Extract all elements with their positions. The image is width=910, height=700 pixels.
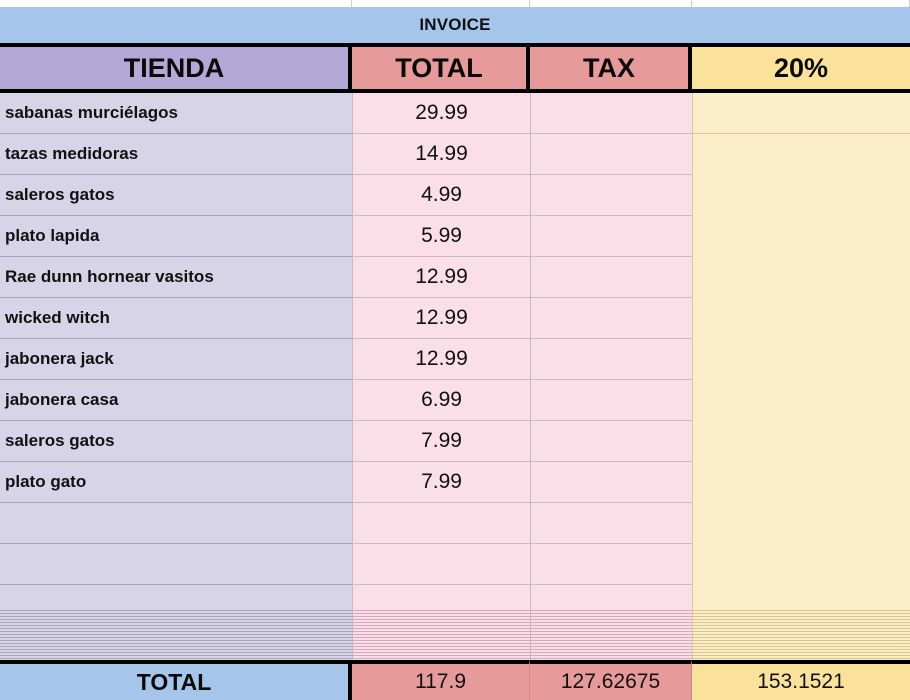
cell-pct[interactable] <box>692 298 910 339</box>
table-row[interactable]: jabonera casa 6.99 <box>0 380 910 421</box>
cell-tax[interactable] <box>530 462 692 503</box>
cell-pct[interactable] <box>692 257 910 298</box>
footer-tax-value[interactable]: 127.62675 <box>530 660 692 700</box>
cell-pct[interactable] <box>692 93 910 134</box>
collapsed-cell-tax <box>530 608 692 660</box>
cell-total[interactable]: 5.99 <box>352 216 530 257</box>
cell-tienda[interactable]: saleros gatos <box>0 175 352 216</box>
table-row[interactable]: wicked witch 12.99 <box>0 298 910 339</box>
cell-tienda[interactable]: tazas medidoras <box>0 134 352 175</box>
column-header-tienda[interactable]: TIENDA <box>0 43 352 93</box>
table-row[interactable]: saleros gatos 4.99 <box>0 175 910 216</box>
table-row[interactable]: plato lapida 5.99 <box>0 216 910 257</box>
cell-pct[interactable] <box>692 216 910 257</box>
cell-tax[interactable] <box>530 421 692 462</box>
partial-cell-tax <box>530 0 692 7</box>
cell-tax[interactable] <box>530 544 692 585</box>
cell-pct[interactable] <box>692 134 910 175</box>
table-body: sabanas murciélagos 29.99 tazas medidoras 1… <box>0 93 910 626</box>
cell-tax[interactable] <box>530 93 692 134</box>
cell-pct[interactable] <box>692 503 910 544</box>
cell-tax[interactable] <box>530 175 692 216</box>
cell-tienda[interactable] <box>0 503 352 544</box>
footer-total-row: TOTAL 117.9 127.62675 153.1521 <box>0 660 910 700</box>
cell-pct[interactable] <box>692 544 910 585</box>
column-header-total[interactable]: TOTAL <box>352 43 530 93</box>
footer-total-value[interactable]: 117.9 <box>352 660 530 700</box>
collapsed-cell-pct <box>692 608 910 660</box>
cell-tienda[interactable] <box>0 544 352 585</box>
partial-row-top <box>0 0 910 7</box>
cell-tax[interactable] <box>530 216 692 257</box>
cell-tax[interactable] <box>530 380 692 421</box>
collapsed-cell-name <box>0 608 352 660</box>
table-row[interactable]: saleros gatos 7.99 <box>0 421 910 462</box>
column-header-pct[interactable]: 20% <box>692 43 910 93</box>
cell-total[interactable]: 4.99 <box>352 175 530 216</box>
cell-total[interactable] <box>352 503 530 544</box>
cell-total[interactable]: 7.99 <box>352 421 530 462</box>
table-row[interactable]: jabonera jack 12.99 <box>0 339 910 380</box>
invoice-banner-row[interactable]: INVOICE <box>0 7 910 43</box>
header-row: TIENDA TOTAL TAX 20% <box>0 43 910 93</box>
cell-total[interactable]: 29.99 <box>352 93 530 134</box>
cell-total[interactable]: 14.99 <box>352 134 530 175</box>
cell-tax[interactable] <box>530 298 692 339</box>
cell-total[interactable] <box>352 544 530 585</box>
cell-total[interactable]: 12.99 <box>352 298 530 339</box>
cell-tienda[interactable]: jabonera casa <box>0 380 352 421</box>
cell-pct[interactable] <box>692 421 910 462</box>
cell-pct[interactable] <box>692 339 910 380</box>
cell-total[interactable]: 6.99 <box>352 380 530 421</box>
collapsed-cell-total <box>352 608 530 660</box>
partial-cell-name <box>0 0 352 7</box>
footer-label[interactable]: TOTAL <box>0 660 352 700</box>
table-row[interactable] <box>0 503 910 544</box>
cell-pct[interactable] <box>692 380 910 421</box>
invoice-title: INVOICE <box>419 15 491 34</box>
table-row[interactable] <box>0 544 910 585</box>
table-row[interactable]: Rae dunn hornear vasitos 12.99 <box>0 257 910 298</box>
cell-tienda[interactable]: jabonera jack <box>0 339 352 380</box>
cell-tienda[interactable]: wicked witch <box>0 298 352 339</box>
collapsed-rows-band[interactable] <box>0 608 910 660</box>
cell-tax[interactable] <box>530 134 692 175</box>
cell-tienda[interactable]: plato lapida <box>0 216 352 257</box>
cell-total[interactable]: 12.99 <box>352 339 530 380</box>
cell-total[interactable]: 12.99 <box>352 257 530 298</box>
table-row[interactable]: tazas medidoras 14.99 <box>0 134 910 175</box>
cell-tienda[interactable]: plato gato <box>0 462 352 503</box>
cell-tienda[interactable]: sabanas murciélagos <box>0 93 352 134</box>
cell-total[interactable]: 7.99 <box>352 462 530 503</box>
partial-cell-total <box>352 0 530 7</box>
cell-tax[interactable] <box>530 339 692 380</box>
cell-tax[interactable] <box>530 503 692 544</box>
table-row[interactable]: plato gato 7.99 <box>0 462 910 503</box>
partial-cell-pct <box>692 0 910 7</box>
cell-tienda[interactable]: saleros gatos <box>0 421 352 462</box>
cell-tax[interactable] <box>530 257 692 298</box>
footer-pct-value[interactable]: 153.1521 <box>692 660 910 700</box>
column-header-tax[interactable]: TAX <box>530 43 692 93</box>
cell-pct[interactable] <box>692 175 910 216</box>
cell-tienda[interactable]: Rae dunn hornear vasitos <box>0 257 352 298</box>
cell-pct[interactable] <box>692 462 910 503</box>
table-row[interactable]: sabanas murciélagos 29.99 <box>0 93 910 134</box>
